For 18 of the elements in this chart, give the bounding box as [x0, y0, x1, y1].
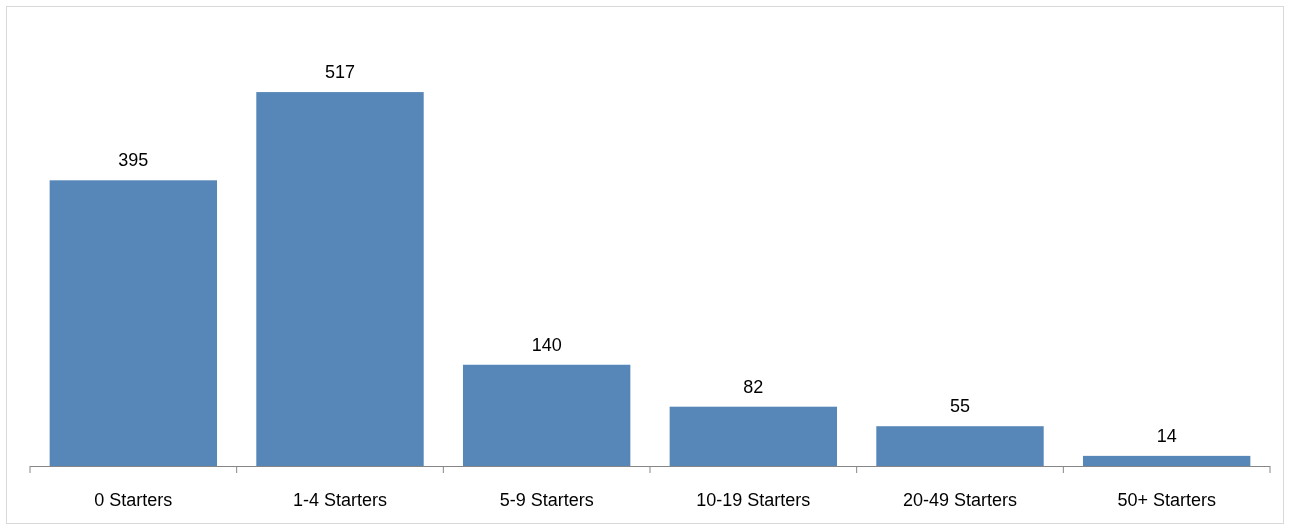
x-tick-label: 5-9 Starters	[499, 490, 594, 510]
data-label: 395	[118, 150, 149, 171]
data-label: 14	[1156, 425, 1177, 446]
x-tick-label: 0 Starters	[94, 490, 173, 510]
x-tick-label: 20-49 Starters	[902, 490, 1018, 510]
bar	[1082, 455, 1251, 466]
x-tick-label: 1-4 Starters	[292, 490, 388, 510]
data-label: 517	[324, 62, 356, 83]
data-label: 82	[743, 376, 764, 397]
bar	[256, 92, 424, 466]
x-tick-label: 10-19 Starters	[696, 490, 811, 510]
data-label: 140	[531, 334, 562, 355]
bar	[876, 426, 1044, 466]
data-label: 55	[949, 396, 971, 417]
x-tick-label: 50+ Starters	[1117, 490, 1216, 510]
bar	[462, 364, 631, 466]
bar	[669, 406, 838, 466]
bar	[49, 180, 218, 466]
